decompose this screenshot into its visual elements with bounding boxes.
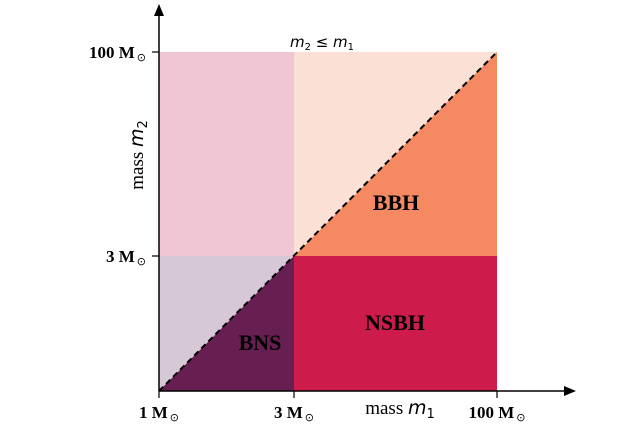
- bbh-label: BBH: [373, 190, 419, 215]
- y-axis-title: mass m2: [126, 120, 151, 190]
- x-axis-title: mass m1: [365, 397, 435, 422]
- nsbh-label: NSBH: [365, 310, 425, 335]
- y-tick-label-3: 3 M ⊙: [106, 247, 146, 268]
- x-tick-label-1: 1 M ⊙: [139, 403, 179, 424]
- x-tick-label-3: 3 M ⊙: [274, 403, 314, 424]
- region-upper-left: [159, 52, 294, 256]
- constraint-annotation: m2 ≤ m1: [290, 33, 354, 53]
- region-nsbh: [294, 256, 497, 391]
- y-tick-label-100: 100 M ⊙: [89, 43, 146, 64]
- x-axis-arrowhead: [564, 386, 576, 396]
- x-tick-label-100: 100 M ⊙: [468, 403, 525, 424]
- bns-label: BNS: [239, 330, 282, 355]
- y-axis-arrowhead: [154, 4, 164, 16]
